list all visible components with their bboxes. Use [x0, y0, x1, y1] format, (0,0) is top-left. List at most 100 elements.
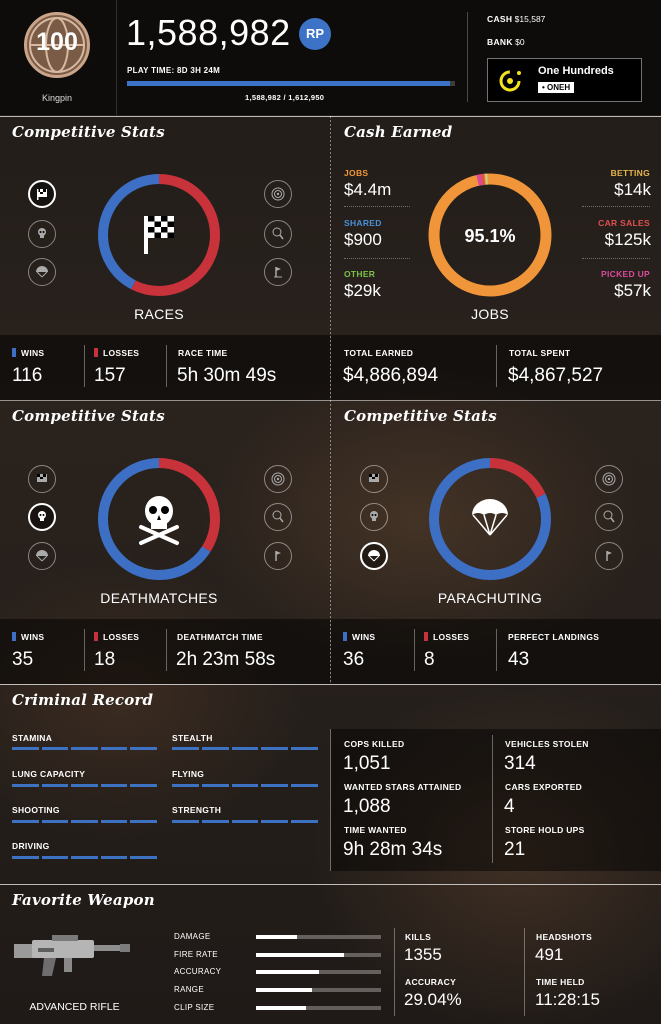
weapon-damage-fill	[256, 935, 298, 939]
weapon-fire-rate-fill	[256, 953, 344, 957]
golf-icon-button[interactable]	[264, 258, 292, 286]
perfect-landings-label: PERFECT LANDINGS	[508, 632, 600, 642]
time-wanted-value: 9h 28m 34s	[343, 839, 443, 860]
weapon-damage-bar	[256, 935, 381, 939]
parachuting-ring	[429, 458, 551, 580]
weapon-damage-label: DAMAGE	[174, 932, 211, 941]
target-icon	[271, 472, 285, 486]
races-losses-label: LOSSES	[94, 348, 139, 358]
parachuting-ring-label: PARACHUTING	[437, 590, 543, 606]
racket-icon	[272, 227, 284, 240]
weapon-accuracy-label: ACCURACY	[405, 977, 457, 987]
cars-exported-value: 4	[504, 796, 515, 817]
tennis-icon-button[interactable]	[595, 503, 623, 531]
checkered-flag-icon	[37, 474, 47, 482]
target-icon-button[interactable]	[264, 465, 292, 493]
weapon-time-held-value: 11:28:15	[535, 990, 600, 1009]
weapon-section-title: Favorite Weapon	[12, 891, 155, 909]
races-center-flag-icon	[144, 216, 174, 254]
deathmatch-ring-label: DEATHMATCHES	[100, 590, 218, 606]
skill-shooting-bar	[12, 820, 157, 823]
weapon-accuracy-value: 29.04%	[404, 990, 462, 1009]
deathmatch-center-skull-icon	[139, 496, 179, 545]
weapon-time-held-label: TIME HELD	[536, 977, 585, 987]
cash-shared-label: SHARED	[344, 218, 382, 228]
skill-driving-label: DRIVING	[12, 841, 50, 851]
parachute-icon-button[interactable]	[360, 542, 388, 570]
vehicles-stolen-label: VEHICLES STOLEN	[505, 739, 589, 749]
golf-flag-icon	[275, 551, 281, 561]
rp-progress-text: 1,588,982 / 1,612,950	[245, 93, 325, 102]
cash-jobs-arc	[428, 173, 552, 297]
races-wins-value: 116	[12, 365, 43, 386]
target-icon-button[interactable]	[595, 465, 623, 493]
crew-name: One Hundreds	[538, 65, 614, 77]
rp-progress-fill	[127, 81, 451, 86]
skill-flying-label: FLYING	[172, 769, 205, 779]
parachute-icon-button[interactable]	[28, 258, 56, 286]
races-wins-label: WINS	[12, 348, 44, 358]
cash-betting-label: BETTING	[610, 168, 650, 178]
golf-icon-button[interactable]	[264, 542, 292, 570]
golf-flag-icon	[274, 267, 282, 278]
cash-betting-value: $14k	[614, 180, 651, 199]
parachute-icon	[368, 550, 380, 562]
skill-flying-bar	[172, 784, 318, 787]
cash-ring-label: JOBS	[471, 306, 509, 322]
cash-picked-up-label: PICKED UP	[601, 269, 650, 279]
races-icon-button[interactable]	[360, 465, 388, 493]
vehicles-stolen-value: 314	[504, 753, 536, 774]
races-icon-button[interactable]	[28, 180, 56, 208]
deathmatch-wins-label: WINS	[12, 632, 44, 642]
advanced-rifle-icon	[14, 935, 130, 976]
cash-jobs-label: JOBS	[344, 168, 369, 178]
weapon-accuracy-fill	[256, 970, 319, 974]
rank-globe-icon	[29, 17, 85, 73]
weapon-fire-rate-label: FIRE RATE	[174, 950, 218, 959]
cash-row: CASH $15,587	[487, 14, 545, 24]
skill-stealth-bar	[172, 747, 318, 750]
weapon-accuracy-bar-label: ACCURACY	[174, 967, 222, 976]
golf-icon-button[interactable]	[595, 542, 623, 570]
store-holdups-value: 21	[504, 839, 526, 860]
crew-card[interactable]: One Hundreds • ONEH	[487, 58, 642, 102]
parachuting-section-title: Competitive Stats	[344, 407, 497, 425]
tennis-icon-button[interactable]	[264, 220, 292, 248]
cash-shared-value: $900	[344, 230, 382, 249]
target-icon-button[interactable]	[264, 180, 292, 208]
races-losses-value: 157	[94, 365, 126, 386]
deathmatch-losses-label: LOSSES	[94, 632, 139, 642]
parachute-icon-button[interactable]	[28, 542, 56, 570]
cash-value: $15,587	[514, 14, 546, 24]
bank-label: BANK	[487, 37, 513, 47]
parachuting-losses-label: LOSSES	[424, 632, 469, 642]
parachuting-losses-value: 8	[424, 649, 435, 670]
skull-icon	[38, 228, 46, 238]
deathmatch-icon-button[interactable]	[360, 503, 388, 531]
total-earned-value: $4,886,894	[343, 365, 439, 386]
deathmatch-icon-button[interactable]	[28, 220, 56, 248]
play-time: PLAY TIME: 8D 3H 24M	[127, 66, 221, 75]
cash-section-title: Cash Earned	[344, 123, 453, 141]
store-holdups-label: STORE HOLD UPS	[505, 825, 585, 835]
deathmatch-losses-value: 18	[94, 649, 116, 670]
cash-car-sales-value: $125k	[604, 230, 651, 249]
parachuting-losses-arc	[429, 458, 551, 580]
crew-emblem-icon	[499, 70, 521, 92]
cops-killed-label: COPS KILLED	[344, 739, 405, 749]
races-ring	[98, 174, 220, 296]
race-time-label: RACE TIME	[178, 348, 228, 358]
tennis-icon-button[interactable]	[264, 503, 292, 531]
time-wanted-label: TIME WANTED	[344, 825, 407, 835]
target-icon	[271, 187, 285, 201]
weapon-range-bar	[256, 988, 381, 992]
deathmatch-icon-button[interactable]	[28, 503, 56, 531]
cars-exported-label: CARS EXPORTED	[505, 782, 583, 792]
wanted-stars-label: WANTED STARS ATTAINED	[344, 782, 462, 792]
weapon-clip-bar	[256, 1006, 381, 1010]
deathmatch-wins-value: 35	[12, 649, 34, 670]
races-icon-button[interactable]	[28, 465, 56, 493]
skill-shooting-label: SHOOTING	[12, 805, 60, 815]
bank-value: $0	[515, 37, 525, 47]
